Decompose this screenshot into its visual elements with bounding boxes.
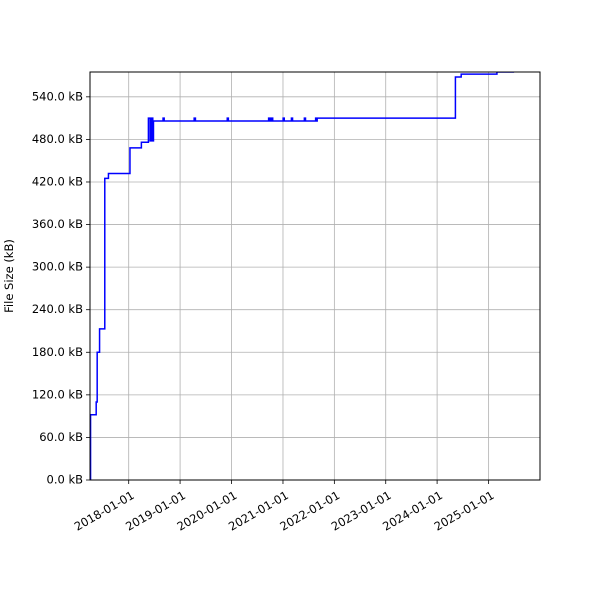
- y-tick-label: 180.0 kB: [32, 345, 83, 359]
- y-tick-label: 0.0 kB: [47, 473, 84, 487]
- y-axis: 0.0 kB 60.0 kB 120.0 kB 180.0 kB 240.0 kB 300…: [32, 89, 90, 487]
- y-tick-label: 540.0 kB: [32, 89, 83, 103]
- series-line-0: [90, 72, 515, 480]
- series-layer: [90, 72, 515, 480]
- y-axis-title: File Size (kB): [2, 239, 16, 313]
- y-tick-label: 420.0 kB: [32, 174, 83, 188]
- y-tick-label: 120.0 kB: [32, 387, 83, 401]
- y-tick-label: 360.0 kB: [32, 217, 83, 231]
- y-tick-label: 240.0 kB: [32, 302, 83, 316]
- y-tick-label: 60.0 kB: [39, 430, 83, 444]
- y-tick-label: 480.0 kB: [32, 132, 83, 146]
- y-tick-label: 300.0 kB: [32, 260, 83, 274]
- plot-area-frame: [89, 71, 541, 481]
- x-grid: [128, 72, 490, 480]
